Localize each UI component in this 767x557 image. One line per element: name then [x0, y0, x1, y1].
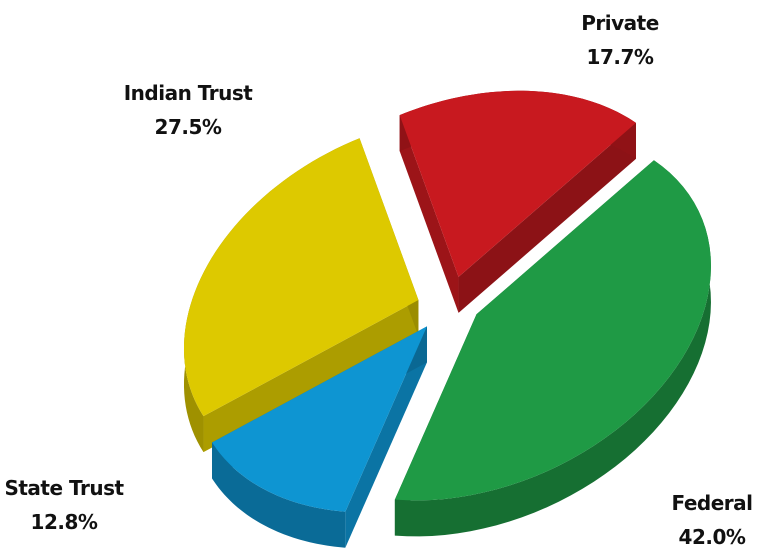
pie-slice-wall [399, 115, 459, 313]
pie-slice-wall [458, 122, 636, 313]
labels-layer: Private 17.7% Indian Trust 27.5% Federal 42.0… [4, 11, 753, 549]
slice-label-name: Federal [671, 491, 752, 515]
slice-label-name: State Trust [4, 476, 124, 500]
slice-label-percent: 17.7% [587, 45, 654, 69]
slice-label-percent: 27.5% [155, 115, 222, 139]
pie-slice-state-trust [212, 326, 427, 548]
pie-slice-indian-trust [183, 138, 419, 453]
slice-label-percent: 42.0% [679, 525, 746, 549]
pie-slice-rim [394, 160, 711, 537]
pie-slice-wall [203, 300, 419, 453]
pie-slice-top [212, 326, 427, 512]
pie-slice-top [394, 160, 711, 501]
slice-label-name: Private [581, 11, 659, 35]
pie-slice-top [399, 90, 636, 277]
slice-label-percent: 12.8% [31, 510, 98, 534]
slices-layer [183, 90, 711, 548]
pie-slice-top [183, 138, 419, 417]
pie-slice-federal [394, 160, 711, 537]
pie-slice-rim [212, 442, 346, 548]
pie-slice-private [399, 90, 636, 313]
slice-label-name: Indian Trust [124, 81, 254, 105]
pie-slice-wall [345, 326, 427, 548]
